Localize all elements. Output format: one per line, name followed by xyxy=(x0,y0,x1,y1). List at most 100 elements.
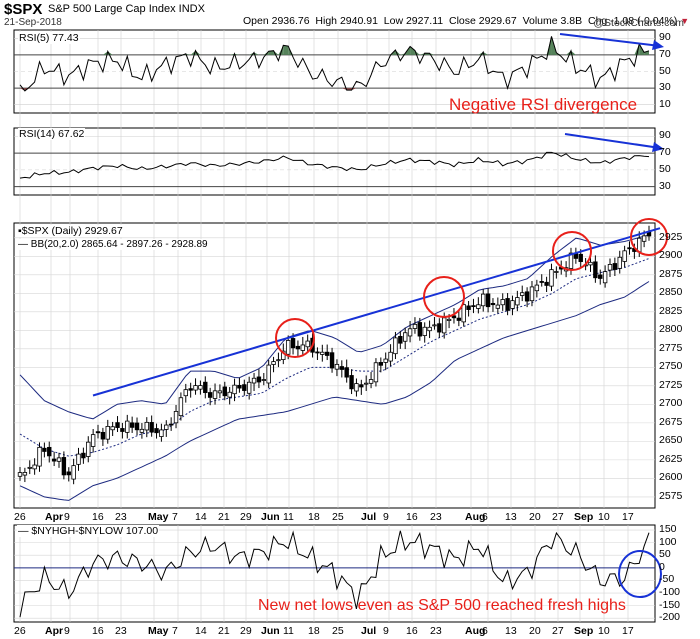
rsi5-overbought-fill xyxy=(546,36,552,55)
breadth-panel-label: — $NYHGH-$NYLOW 107.00 xyxy=(17,525,160,537)
price-candle-body xyxy=(266,364,271,384)
price-candle-body xyxy=(568,252,574,269)
x-axis-label: 29 xyxy=(240,511,252,523)
rsi14-tick-label: 70 xyxy=(659,146,671,159)
price-candle-body xyxy=(368,379,374,384)
price-candle-body xyxy=(271,361,276,365)
price-tick-label: 2750 xyxy=(659,360,683,373)
down-arrow-icon: ▼ xyxy=(680,16,690,26)
breadth-tick-label: -150 xyxy=(659,598,681,611)
price-candle-body xyxy=(339,366,345,370)
rsi5-overbought-fill xyxy=(634,43,640,55)
price-candle-body xyxy=(515,297,520,306)
chg-label: Chg xyxy=(587,15,608,27)
price-candle-body xyxy=(373,362,379,383)
price-candle-body xyxy=(242,384,247,391)
x-axis-label: Sep xyxy=(574,511,594,523)
x-axis-label-bottom: 16 xyxy=(92,625,104,637)
x-axis-label: 6 xyxy=(482,511,488,523)
x-axis-label: 10 xyxy=(598,511,610,523)
price-highlight-circle xyxy=(275,318,315,358)
rsi5-panel-label: RSI(5) 77.43 xyxy=(18,32,80,44)
breadth-tick-label: -200 xyxy=(659,611,681,624)
price-candle-body xyxy=(188,388,193,391)
price-candle-body xyxy=(612,263,618,270)
price-candle-body xyxy=(461,304,466,323)
price-tick-label: 2925 xyxy=(659,230,683,243)
rsi5-tick-label: 50 xyxy=(659,64,671,77)
x-axis-label: 9 xyxy=(383,511,389,523)
x-axis-label-bottom: 25 xyxy=(332,625,344,637)
x-axis-label-bottom: 9 xyxy=(64,625,70,637)
x-axis-label: 17 xyxy=(622,511,634,523)
copyright-label: @StockCharts.com xyxy=(593,17,684,29)
price-candle-body xyxy=(329,352,335,369)
price-candle-body xyxy=(500,299,505,306)
rsi5-overbought-fill xyxy=(570,50,576,55)
rsi5-overbought-fill xyxy=(102,51,108,55)
price-candle-body xyxy=(481,293,486,307)
rsi5-overbought-fill xyxy=(263,51,269,55)
breadth-highlight-circle xyxy=(618,550,662,598)
rsi14-tick-label: 50 xyxy=(659,162,671,175)
price-candle-body xyxy=(539,281,544,283)
x-axis-label-bottom: 7 xyxy=(172,625,178,637)
x-axis-label: 26 xyxy=(14,511,26,523)
x-axis-label-bottom: 10 xyxy=(598,625,610,637)
price-candle-body xyxy=(251,377,257,384)
x-axis-label-bottom: 9 xyxy=(383,625,389,637)
rsi14-divergence-arrow xyxy=(564,133,661,149)
ohlc-readout: Open 2936.76 High 2940.91 Low 2927.11 Cl… xyxy=(243,15,689,27)
x-axis-label: 20 xyxy=(529,511,541,523)
price-candle-body xyxy=(193,385,198,391)
price-candle-body xyxy=(222,386,227,397)
price-candle-body xyxy=(403,332,408,342)
price-candle-body xyxy=(237,384,242,389)
price-tick-label: 2825 xyxy=(659,304,683,317)
x-axis-label-bottom: 14 xyxy=(195,625,207,637)
price-candle-body xyxy=(42,447,47,452)
rsi5-overbought-fill xyxy=(229,53,235,55)
open-value: 2936.76 xyxy=(271,15,310,27)
price-candle-body xyxy=(100,431,106,440)
price-candle-body xyxy=(573,253,579,259)
price-candle-body xyxy=(432,324,437,327)
x-axis-label: Aug xyxy=(465,511,486,523)
price-candle-body xyxy=(529,286,535,302)
price-candle-body xyxy=(76,453,81,465)
price-candle-body xyxy=(485,293,491,308)
x-axis-label: 23 xyxy=(430,511,442,523)
rsi5-overbought-fill xyxy=(268,50,274,55)
price-tick-label: 2900 xyxy=(659,249,683,262)
rsi5-overbought-fill xyxy=(234,53,240,55)
x-axis-label-bottom: Sep xyxy=(574,625,594,637)
price-candle-body xyxy=(51,458,57,462)
rsi14-tick-label: 90 xyxy=(659,129,671,142)
breadth-tick-label: -50 xyxy=(659,573,675,586)
price-candle-body xyxy=(134,422,140,431)
price-tick-label: 2850 xyxy=(659,286,683,299)
price-candle-body xyxy=(56,457,62,462)
price-candle-body xyxy=(349,375,354,390)
x-axis-label: 23 xyxy=(115,511,127,523)
price-candle-body xyxy=(588,261,593,266)
price-candle-body xyxy=(183,389,188,397)
rsi5-oversold-fill xyxy=(346,88,352,91)
price-candle-body xyxy=(554,271,559,273)
price-candle-body xyxy=(305,340,310,348)
rsi5-tick-label: 90 xyxy=(659,31,671,44)
price-candle-body xyxy=(285,340,291,355)
x-axis-label: 16 xyxy=(92,511,104,523)
price-candle-body xyxy=(446,318,452,321)
price-tick-label: 2675 xyxy=(659,415,683,428)
price-candle-body xyxy=(300,344,306,351)
x-axis-label-bottom: Aug xyxy=(465,625,486,637)
price-candle-body xyxy=(593,261,598,279)
x-axis-label: 13 xyxy=(505,511,517,523)
price-candle-body xyxy=(602,271,608,284)
price-candle-body xyxy=(476,304,481,309)
x-axis-label-bottom: 20 xyxy=(529,625,541,637)
price-candle-body xyxy=(383,358,388,363)
price-candle-body xyxy=(359,384,364,388)
x-axis-label-bottom: Jul xyxy=(361,625,377,637)
